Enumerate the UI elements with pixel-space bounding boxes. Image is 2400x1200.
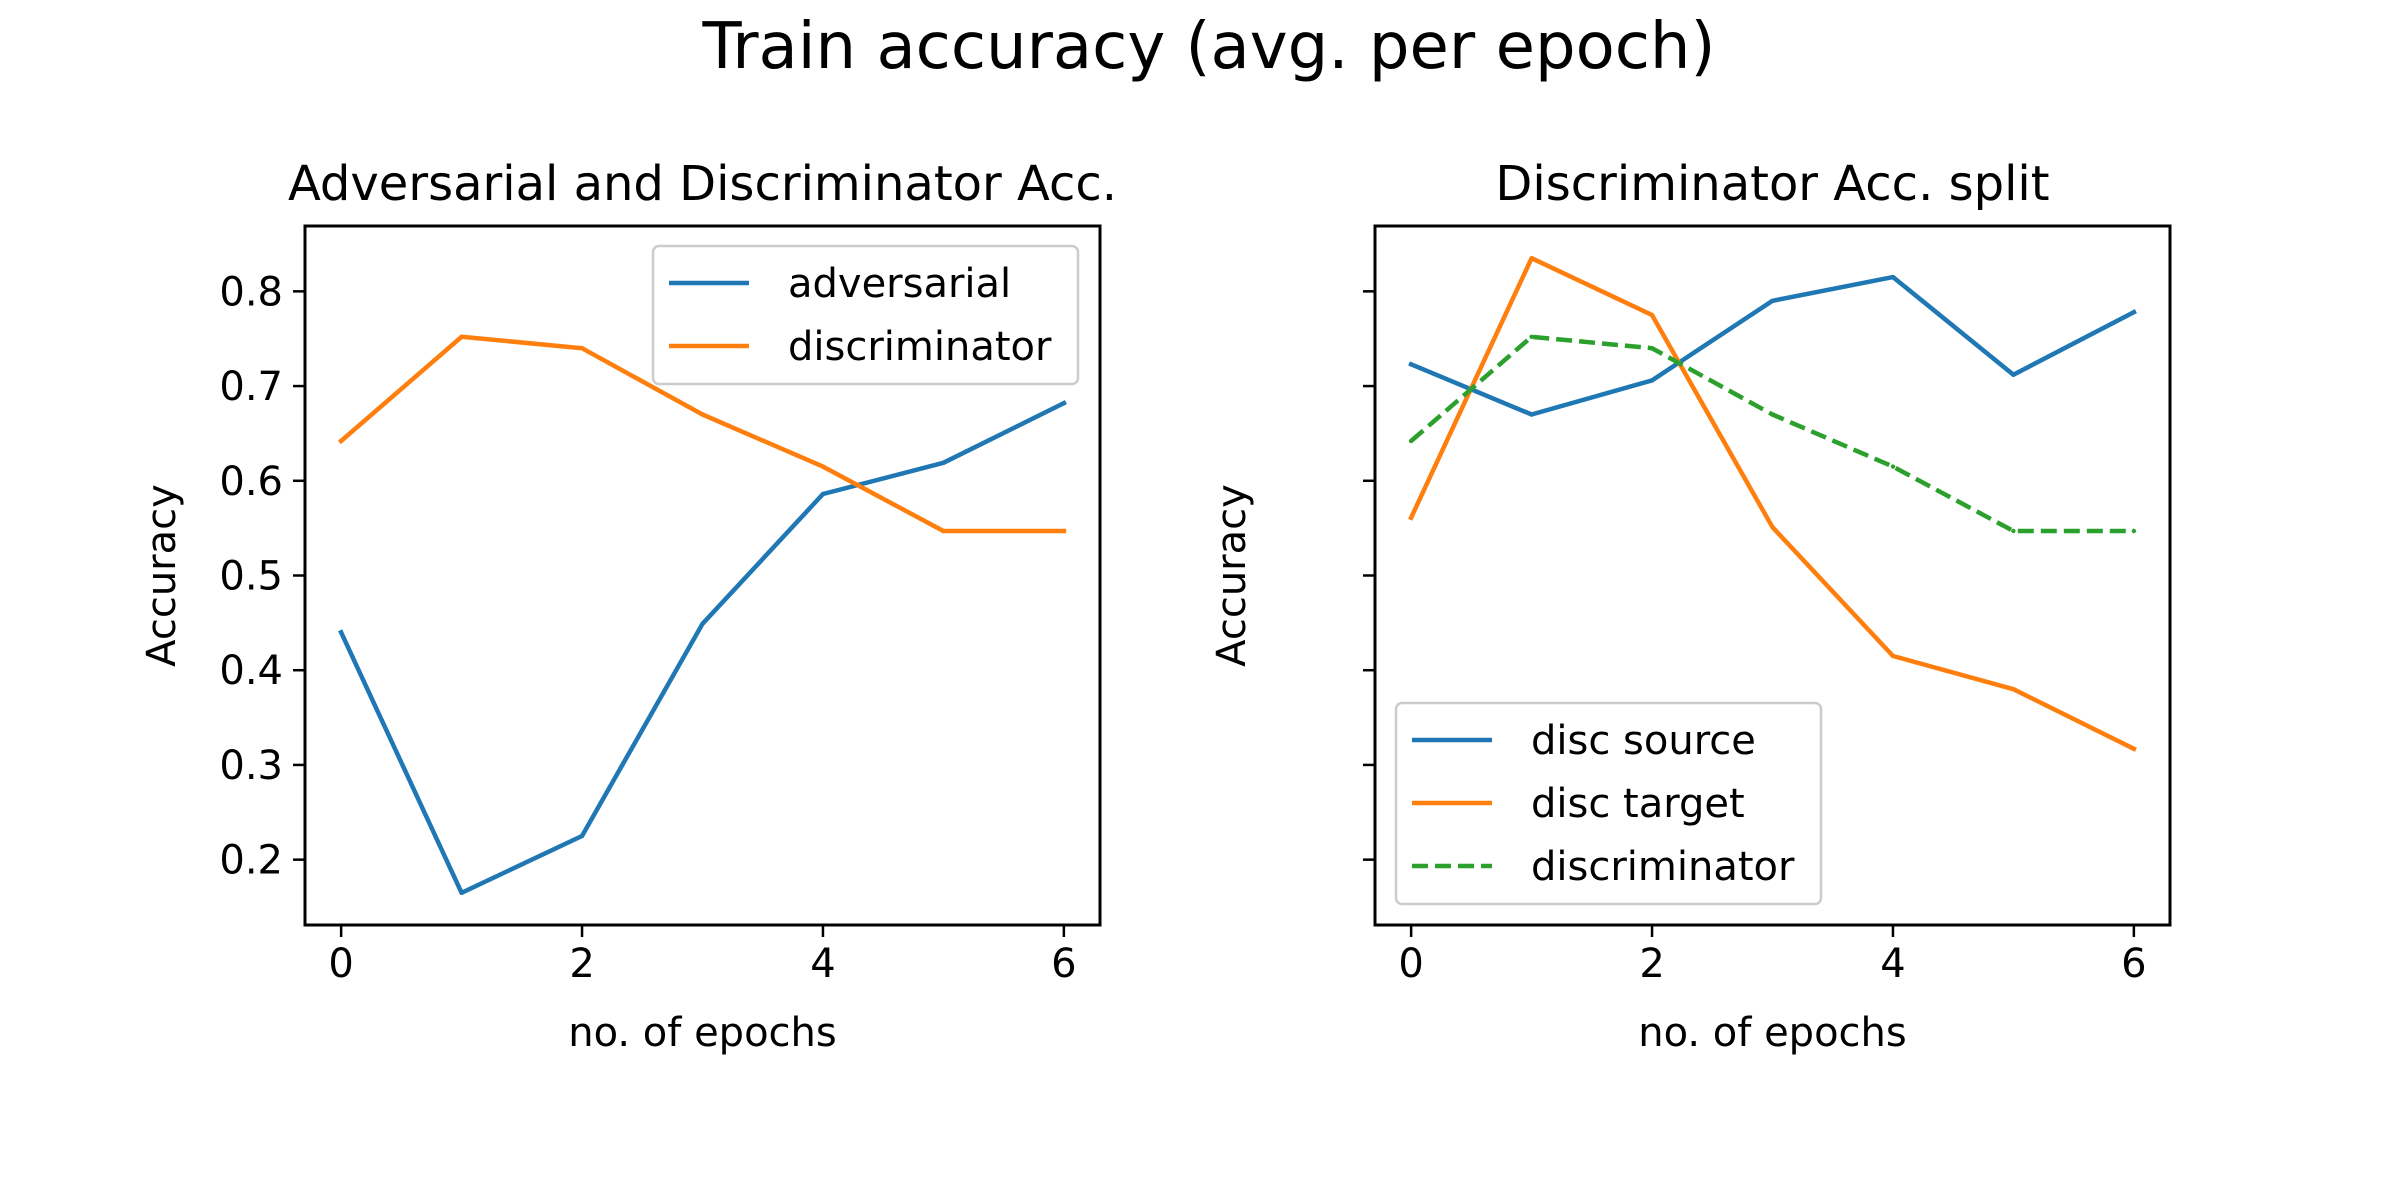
x-tick-label: 2 [569,941,594,987]
data-point-discriminator-3 [700,412,705,417]
x-tick-label: 0 [328,941,353,987]
data-point-disc-source-5 [2011,372,2016,377]
data-point-adversarial-5 [941,460,946,465]
x-axis-label: no. of epochs [568,1010,836,1056]
y-tick-label: 0.7 [219,364,283,410]
data-point-disc-target-4 [1890,653,1896,659]
data-point-disc-target-6 [2131,746,2137,751]
x-tick-label: 0 [1398,941,1423,987]
data-point-discriminator-6 [2131,528,2137,534]
y-axis-label: Accuracy [1209,484,1255,667]
data-point-disc-target-2 [1649,312,1655,318]
data-point-discriminator-0 [338,438,344,444]
legend-label-disc-source: disc source [1531,718,1756,764]
legend: adversarial discriminator [651,244,1080,386]
legend-label-discriminator: discriminator [788,324,1052,370]
x-tick-label: 2 [1639,941,1664,987]
x-tick-label: 4 [810,941,835,987]
x-axis-label: no. of epochs [1638,1010,1906,1056]
subplot-2: Discriminator Acc. split 0 2 4 6 no. of epoch… [1209,156,2172,1056]
subplot-1-title: Adversarial and Discriminator Acc. [288,156,1117,212]
legend-label-discriminator: discriminator [1531,844,1795,890]
data-point-adversarial-6 [1061,400,1067,406]
legend-box [1394,701,1823,906]
data-point-disc-source-4 [1890,274,1896,280]
data-point-discriminator-4 [820,464,826,469]
data-point-adversarial-0 [338,630,344,635]
x-tick-label: 6 [2121,941,2146,987]
legend-label-disc-target: disc target [1531,781,1745,827]
data-point-disc-target-1 [1529,256,1534,261]
subplots-container: Adversarial and Discriminator Acc. 0 2 4 6 0.… [139,156,2172,1056]
data-point-discriminator-2 [1649,346,1655,351]
legend-box [651,244,1080,386]
legend: disc source disc target discriminator [1394,701,1823,906]
y-axis-label: Accuracy [139,484,185,667]
y-tick-label: 0.2 [219,838,283,884]
data-point-disc-source-0 [1408,362,1414,367]
data-point-discriminator-0 [1408,438,1414,444]
figure-suptitle: Train accuracy (avg. per epoch) [702,10,1716,84]
data-point-discriminator-5 [941,528,946,534]
data-point-adversarial-3 [700,621,705,626]
y-tick-label: 0.3 [219,743,283,789]
data-point-discriminator-5 [2011,528,2016,534]
y-tick-label: 0.6 [219,459,283,505]
data-point-disc-source-1 [1529,412,1534,417]
data-point-discriminator-1 [459,334,464,339]
data-point-discriminator-3 [1770,412,1775,417]
y-tick-label: 0.4 [219,648,283,694]
y-tick-label: 0.5 [219,554,283,600]
data-point-disc-source-2 [1649,378,1655,383]
data-point-discriminator-1 [1529,334,1534,339]
data-point-disc-source-3 [1770,298,1775,303]
data-point-discriminator-6 [1061,528,1067,534]
data-point-discriminator-4 [1890,464,1896,469]
data-point-discriminator-2 [579,346,585,351]
data-point-disc-source-6 [2131,310,2137,315]
data-point-disc-target-3 [1770,525,1775,530]
subplot-1: Adversarial and Discriminator Acc. 0 2 4 6 0.… [139,156,1117,1056]
data-point-adversarial-1 [459,890,464,895]
data-point-adversarial-2 [579,833,585,839]
x-tick-label: 6 [1051,941,1076,987]
y-tick-label: 0.8 [219,269,283,315]
legend-label-adversarial: adversarial [788,261,1011,307]
x-tick-label: 4 [1880,941,1905,987]
data-point-disc-target-5 [2011,687,2016,692]
subplot-2-title: Discriminator Acc. split [1495,156,2049,212]
data-point-disc-target-0 [1408,515,1414,520]
data-point-adversarial-4 [820,491,826,497]
